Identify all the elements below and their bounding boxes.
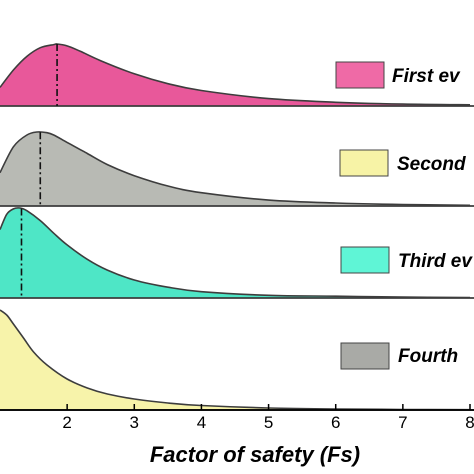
legend: First ev Second Third ev Fourth <box>335 61 473 370</box>
legend-swatch <box>340 246 390 274</box>
legend-item: First ev <box>335 61 461 89</box>
ridge-1 <box>0 43 474 107</box>
legend-label: Fourth <box>398 346 458 367</box>
density-area <box>0 43 470 106</box>
legend-swatch <box>335 61 385 89</box>
x-tick-label: 8 <box>465 413 474 432</box>
x-tick-label: 2 <box>62 413 71 432</box>
density-area <box>0 310 470 410</box>
legend-swatch <box>340 342 390 370</box>
ridge-3 <box>0 207 474 299</box>
density-curve <box>0 131 471 207</box>
x-axis: 2 3 4 5 6 7 8 <box>0 404 474 432</box>
x-tick-label: 3 <box>130 413 139 432</box>
legend-label: Third ev <box>398 251 473 272</box>
x-tick-label: 7 <box>398 413 407 432</box>
legend-label: Second <box>397 154 466 175</box>
legend-swatch <box>339 149 389 177</box>
legend-item: Second <box>339 149 466 177</box>
legend-item: Fourth <box>340 342 458 370</box>
x-axis-title: Factor of safety (Fs) <box>150 442 360 467</box>
density-curve <box>0 309 471 411</box>
density-curve <box>0 207 471 299</box>
density-area <box>0 207 470 298</box>
x-tick-label: 5 <box>264 413 273 432</box>
x-tick-label: 4 <box>197 413 206 432</box>
ridge-2 <box>0 131 474 207</box>
legend-item: Third ev <box>340 246 473 274</box>
density-area <box>0 131 470 206</box>
x-tick-label: 6 <box>331 413 340 432</box>
legend-label: First ev <box>392 66 461 87</box>
density-curve <box>0 43 471 106</box>
